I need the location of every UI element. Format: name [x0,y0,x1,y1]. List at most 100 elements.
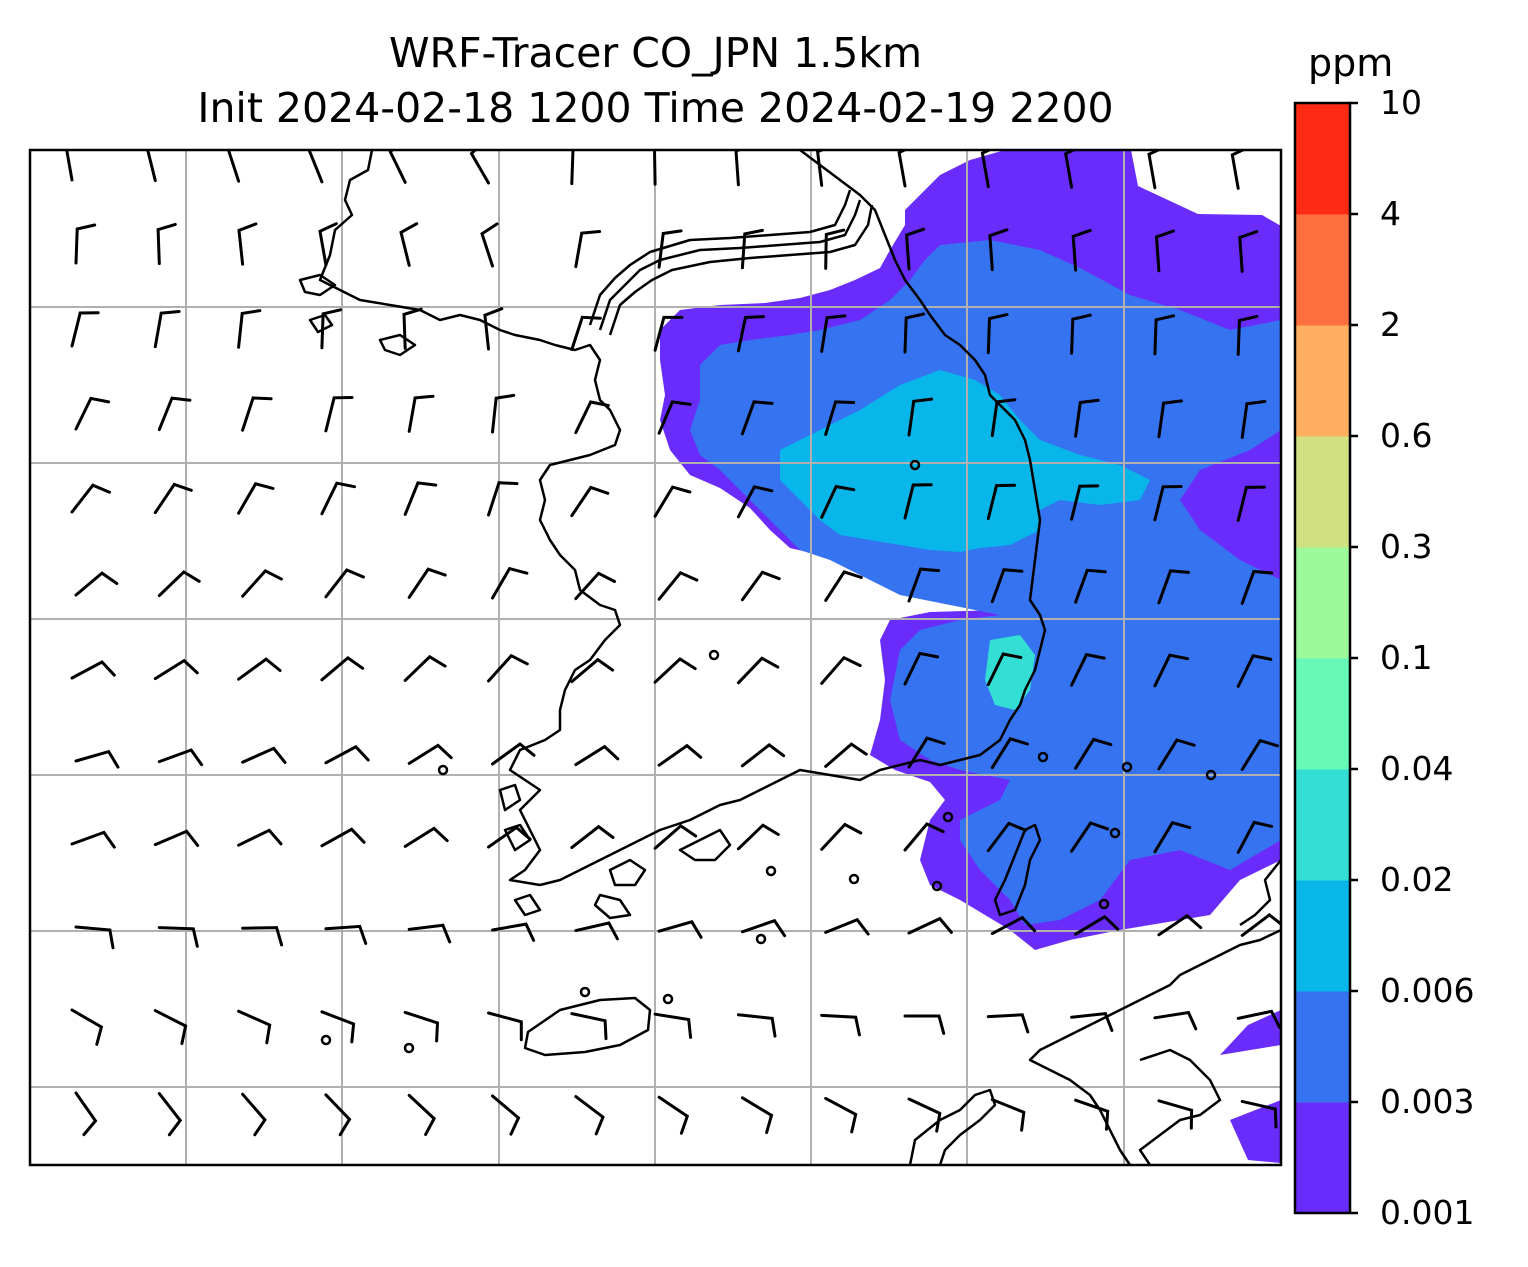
wind-barb [407,923,452,944]
map-frame [28,148,1283,1167]
wind-barb [324,744,370,765]
wind-barb [907,736,946,769]
wind-barb [653,315,684,352]
colorbar-tick-label: 0.3 [1380,527,1433,566]
wind-barb [491,393,516,434]
map-plot-area [30,150,1281,1165]
colorbar-segment [1295,214,1350,326]
colorbar-tick-label: 0.6 [1380,416,1433,455]
wind-barb [657,743,703,767]
colorbar-tick-label: 2 [1380,305,1401,344]
wind-barb [1236,820,1274,854]
wind-barb [491,566,529,600]
wind-barb [990,737,1029,770]
border-line [598,199,862,331]
wind-barb [324,1093,352,1137]
wind-barb [903,1014,946,1035]
wind-barb [1153,820,1192,854]
coastlines [298,150,1281,1165]
wind-barb [399,222,419,267]
wind-barb [487,825,532,849]
korea-west-coastline [318,150,1047,887]
wind-barb [986,483,1016,521]
wind-barb [157,926,199,948]
wind-barb [74,1091,98,1137]
wind-barb [1153,314,1176,356]
wind-barb [487,1011,523,1042]
wind-barb [241,1092,267,1137]
wind-barb [574,400,610,435]
wind-barbs [65,150,1281,1137]
korea-south-islands [593,828,732,920]
wind-barb [237,828,283,847]
wind-barb [824,742,868,768]
wind-barb [237,1009,272,1045]
wind-barb [402,307,423,350]
wind-barb [657,920,703,939]
wind-barb [820,655,862,685]
wind-barb [237,222,258,266]
wind-barb [320,481,356,516]
wind-barb [403,481,438,516]
wind-barb [570,824,615,850]
wind-barb [74,396,111,431]
wind-barb [740,400,774,436]
colorbar-segment [1295,436,1350,548]
wind-barb [241,569,283,598]
wind-barb [324,396,354,433]
wind-barb [157,748,204,767]
plume-level-2 [690,240,1281,925]
colorbar-segment [1295,991,1350,1103]
wind-barb [1240,400,1267,439]
wind-barb [320,827,366,848]
wind-barb [570,315,602,352]
wind-barb [403,826,449,848]
wind-barb [1236,654,1273,688]
wind-barb [1153,653,1189,688]
wind-barb [1147,150,1162,190]
map-title-line-1: WRF-Tracer CO_JPN 1.5km [388,29,923,77]
wind-barb [146,150,157,183]
wind-barb [820,822,863,851]
wind-barb [574,744,620,767]
wind-barb [403,1010,440,1043]
colorbar-tick-label: 0.001 [1380,1193,1475,1232]
wind-barb [1154,229,1175,273]
wind-barb [574,571,617,601]
wind-barb [1074,398,1100,438]
wind-barb [1236,485,1266,522]
wind-barb [157,396,192,432]
wind-barb [1064,150,1078,189]
wind-barb [480,222,499,268]
wind-barb [820,484,856,519]
wind-barb [1157,738,1196,771]
wind-barb [156,222,177,266]
wind-barb [903,312,926,354]
wind-barb [736,823,780,851]
wind-barb [1240,1099,1278,1129]
wind-barb [320,1010,356,1044]
wind-barb [320,308,343,350]
wind-barb [469,150,490,185]
colorbar-segment [1295,658,1350,770]
plume-level-3 [780,370,1150,552]
concentration-layer [660,150,1281,1163]
wind-barb [491,922,536,942]
wind-barb [403,654,447,682]
japan-coastline-2 [1239,859,1281,927]
colorbar-tick-label: 0.006 [1380,971,1475,1010]
wind-barb [820,1013,861,1037]
wind-barb [1070,652,1106,687]
wind-barb [1074,1098,1110,1131]
plume-level-3-south [985,635,1035,710]
wind-barb [653,657,697,684]
colorbar-unit-label: ppm [1308,41,1394,85]
wind-barb [653,1012,693,1039]
wind-barb [1240,569,1274,605]
wind-barb [740,1096,774,1135]
wind-barb [574,1095,605,1136]
wind-barb [153,1009,188,1046]
wind-barb [320,656,365,682]
wind-barb [65,150,74,182]
tsushima-island [993,823,1042,917]
